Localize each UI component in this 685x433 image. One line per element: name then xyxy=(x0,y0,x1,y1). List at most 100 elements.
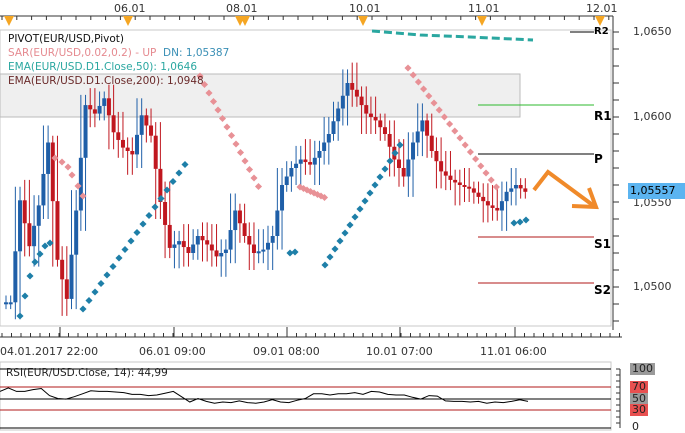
sar-dot xyxy=(51,154,59,162)
candle-body xyxy=(439,161,444,172)
candle-body xyxy=(69,254,74,299)
candle-body xyxy=(149,125,154,136)
candle-body xyxy=(298,159,303,164)
sar-dot xyxy=(223,123,231,131)
candle-body xyxy=(336,108,341,122)
candle-body xyxy=(331,121,336,134)
rsi-level-30: 30 xyxy=(630,403,648,416)
sar-dot xyxy=(482,169,490,177)
sar-dot xyxy=(151,203,159,211)
pivot-label-r2: R2 xyxy=(594,26,609,37)
candle-body xyxy=(462,185,467,187)
sar-dot xyxy=(386,157,394,165)
sar-dot xyxy=(97,279,105,288)
forecast-arrow-icon xyxy=(532,169,596,208)
time-axis-label: 09.01 08:00 xyxy=(253,345,320,358)
sar-dot xyxy=(522,216,530,224)
date-marker-icon xyxy=(477,16,487,26)
legend-ema200[interactable]: EMA(EUR/USD.D1.Close,200): 1,0948 xyxy=(8,75,204,87)
legend-sar-dn: DN: 1,05387 xyxy=(163,47,230,59)
sar-dot xyxy=(414,78,422,86)
candle-body xyxy=(41,173,46,206)
candle-body xyxy=(481,196,486,202)
candle-body xyxy=(102,98,107,106)
candle-body xyxy=(111,115,116,133)
sar-dot xyxy=(371,181,379,189)
sar-dot xyxy=(175,169,183,177)
candle-body xyxy=(326,134,331,143)
sar-dot xyxy=(209,97,218,106)
date-marker-icon xyxy=(358,16,368,26)
sar-dot xyxy=(510,219,518,227)
candle-body xyxy=(233,210,238,231)
candle-body xyxy=(340,95,345,109)
sar-dot xyxy=(346,221,354,229)
legend-ema50[interactable]: EMA(EUR/USD.D1.Close,50): 1,0646 xyxy=(8,61,198,73)
candle-body xyxy=(130,151,135,155)
candle-body xyxy=(275,210,280,236)
candle-body xyxy=(429,135,434,151)
sar-dot xyxy=(376,173,384,181)
sar-dot xyxy=(446,120,454,128)
candle-body xyxy=(200,236,205,241)
sar-dot xyxy=(404,64,412,72)
candle-body xyxy=(350,83,355,90)
sar-dot xyxy=(361,197,369,205)
candle-body xyxy=(485,201,490,206)
sar-dot xyxy=(254,182,263,191)
date-marker-icon xyxy=(4,16,14,26)
candle-body xyxy=(106,98,111,116)
sar-dot xyxy=(331,245,339,253)
candle-body xyxy=(476,192,481,197)
candle-body xyxy=(443,171,448,176)
candle-body xyxy=(256,251,261,254)
candle-body xyxy=(294,163,299,168)
rsi-label[interactable]: RSI(EUR/USD.Close, 14): 44,99 xyxy=(6,367,168,379)
sar-dot xyxy=(157,194,165,203)
sar-dot xyxy=(200,80,209,89)
sar-dot xyxy=(236,148,245,157)
candle-body xyxy=(303,159,308,163)
candle-body xyxy=(467,186,472,189)
sar-dot xyxy=(145,211,153,220)
legend-sar[interactable]: SAR(EUR/USD,0.02,0.2) - UP DN: 1,05387 xyxy=(8,46,229,60)
time-axis-label: 10.01 07:00 xyxy=(366,345,433,358)
sar-dot xyxy=(420,85,428,93)
date-marker-icon xyxy=(595,16,605,26)
legend-pivot[interactable]: PIVOT(EUR/USD,Pivot) xyxy=(8,33,124,45)
candle-body xyxy=(509,188,514,192)
candle-body xyxy=(471,188,476,193)
candle-body xyxy=(242,223,247,236)
candle-body xyxy=(205,240,210,245)
sar-dot xyxy=(430,99,438,107)
pivot-label-s1: S1 xyxy=(594,237,611,251)
sar-dot xyxy=(121,245,129,254)
sar-dot xyxy=(21,292,29,300)
current-price-badge: 1,05557 xyxy=(628,183,685,199)
candle-body xyxy=(158,168,163,202)
sar-dot xyxy=(341,229,349,237)
sar-dot xyxy=(321,261,329,269)
top-date-label: 12.01 xyxy=(586,2,618,15)
candle-body xyxy=(186,247,191,253)
candle-body xyxy=(359,96,364,106)
sar-dot xyxy=(477,162,485,170)
candle-body xyxy=(135,134,139,155)
rsi-level-100: 100 xyxy=(630,362,655,375)
candle-body xyxy=(116,132,121,140)
sar-dot xyxy=(336,237,344,245)
sar-dot xyxy=(435,106,443,114)
candle-body xyxy=(195,236,200,245)
sar-dot xyxy=(169,177,177,186)
sar-dot xyxy=(68,171,76,179)
sar-dot xyxy=(356,205,364,213)
candle-body xyxy=(312,157,317,165)
candle-body xyxy=(172,244,177,248)
candle-body xyxy=(261,249,266,252)
sar-dot xyxy=(451,127,459,135)
price-axis-label: 1,0500 xyxy=(633,280,672,293)
candle-body xyxy=(97,105,102,114)
sar-dot xyxy=(31,258,39,266)
sar-dot xyxy=(425,92,433,100)
